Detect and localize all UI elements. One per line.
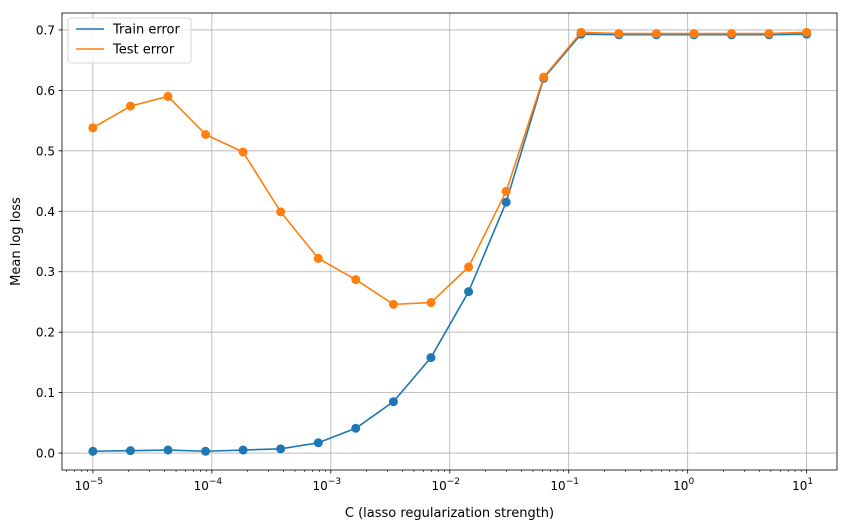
data-point: [238, 147, 248, 157]
y-tick-label: 0.0: [36, 447, 55, 461]
y-tick-label: 0.1: [36, 386, 55, 400]
data-point: [576, 27, 586, 37]
data-point: [238, 445, 248, 455]
series-layer: [88, 27, 812, 456]
data-point: [727, 29, 737, 39]
series-1: [88, 27, 812, 309]
data-point: [802, 27, 812, 37]
x-tick-label: 10−2: [431, 477, 460, 493]
grid: [62, 13, 837, 470]
y-axis-label: Mean log loss: [9, 197, 24, 286]
x-axis: 10−5 10−4 10−3 10−2 10−1 100 101: [66, 470, 813, 493]
data-point: [464, 262, 474, 272]
x-tick-label: 10−3: [313, 477, 342, 493]
data-point: [539, 72, 549, 82]
y-tick-label: 0.7: [36, 23, 55, 37]
data-point: [276, 444, 286, 454]
data-point: [201, 446, 211, 456]
data-point: [426, 353, 436, 363]
data-point: [163, 91, 173, 101]
x-tick-label: 101: [792, 477, 813, 493]
y-tick-label: 0.4: [36, 205, 55, 219]
data-point: [276, 207, 286, 217]
y-axis: 0.0 0.1 0.2 0.3 0.4 0.5 0.6 0.7: [36, 23, 62, 461]
x-tick-label: 100: [673, 477, 694, 493]
data-point: [501, 186, 511, 196]
data-point: [464, 287, 474, 297]
y-tick-label: 0.5: [36, 144, 55, 158]
legend-label: Test error: [112, 43, 175, 58]
legend-label: Train error: [112, 23, 180, 38]
data-point: [125, 446, 135, 456]
data-point: [651, 29, 661, 39]
data-point: [88, 446, 98, 456]
x-axis-label: C (lasso regularization strength): [345, 506, 554, 521]
data-point: [351, 275, 361, 285]
data-point: [313, 438, 323, 448]
legend: Train error Test error: [67, 17, 192, 64]
series-line: [92, 33, 807, 453]
data-point: [201, 130, 211, 140]
data-point: [88, 123, 98, 133]
y-tick-label: 0.3: [36, 265, 55, 279]
data-point: [501, 197, 511, 207]
y-tick-label: 0.2: [36, 326, 55, 340]
data-point: [125, 101, 135, 111]
data-point: [388, 299, 398, 309]
data-point: [764, 29, 774, 39]
y-tick-label: 0.6: [36, 84, 55, 98]
x-tick-label: 10−4: [194, 477, 223, 493]
data-point: [614, 29, 624, 39]
series-line: [92, 31, 807, 306]
data-point: [313, 253, 323, 263]
data-point: [388, 397, 398, 407]
data-point: [163, 445, 173, 455]
data-point: [426, 298, 436, 308]
x-tick-label: 10−5: [75, 477, 104, 493]
data-point: [689, 29, 699, 39]
x-tick-label: 10−1: [550, 477, 579, 493]
data-point: [351, 423, 361, 433]
